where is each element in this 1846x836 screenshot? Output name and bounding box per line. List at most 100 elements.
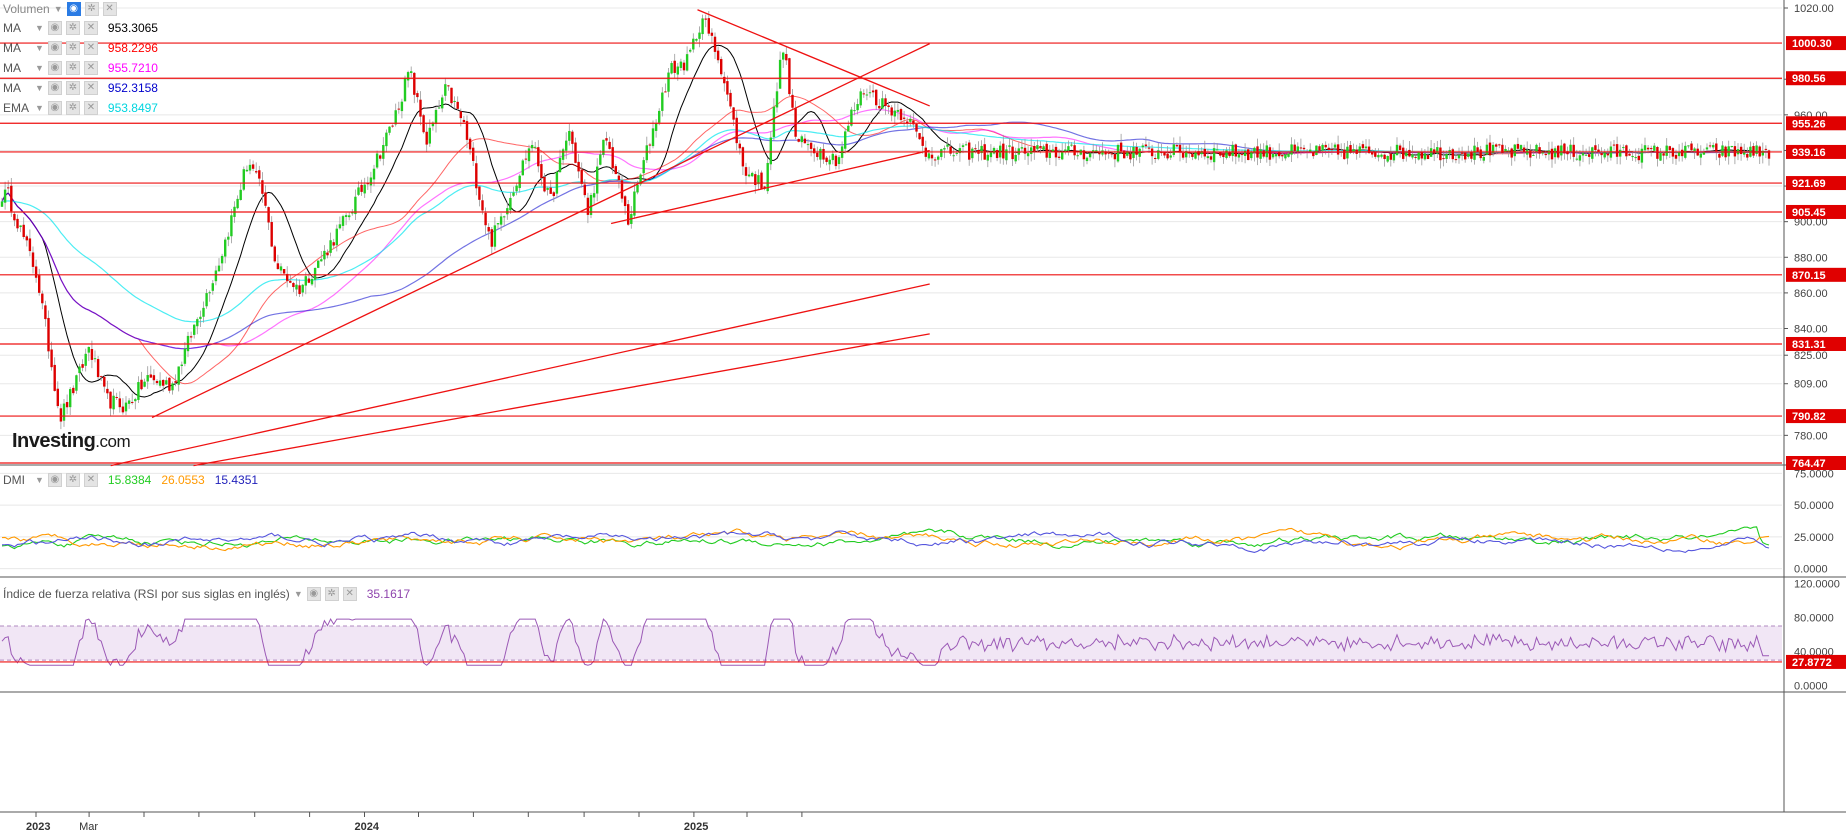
close-icon[interactable]: ✕ [83,101,98,115]
chevron-down-icon[interactable]: ▼ [35,63,44,73]
candle-body [332,242,335,246]
eye-icon[interactable]: ◉ [47,41,62,55]
candle [174,374,177,387]
candle-body [465,121,469,140]
gear-icon[interactable]: ✲ [65,41,80,55]
legend-rsi[interactable]: Índice de fuerza relativa (RSI por sus s… [3,586,410,602]
candle [326,249,329,259]
gear-icon[interactable]: ✲ [65,473,80,487]
close-icon[interactable]: ✕ [102,2,117,16]
candle [605,131,608,146]
candle-body [248,164,252,171]
candle [645,136,648,163]
candle-body [1591,147,1594,159]
close-icon[interactable]: ✕ [83,61,98,75]
candle-body [1498,144,1501,146]
candle-body [1008,145,1011,147]
legend-ema[interactable]: EMA ▼ ◉ ✲ ✕ 953.8497 [3,100,158,116]
candle-body [1321,144,1324,151]
gear-icon[interactable]: ✲ [65,81,80,95]
candle-body [1082,150,1086,160]
candle [806,139,810,151]
candle-body [459,111,462,119]
candle-body [462,119,466,123]
close-icon[interactable]: ✕ [342,587,357,601]
eye-icon[interactable]: ◉ [47,61,62,75]
legend-volume[interactable]: Volumen ▼ ◉ ✲ ✕ [3,1,117,17]
chevron-down-icon[interactable]: ▼ [35,43,44,53]
candle-body [431,122,435,127]
legend-ma4[interactable]: MA ▼ ◉ ✲ ✕ 952.3158 [3,80,158,96]
gear-icon[interactable]: ✲ [65,61,80,75]
gear-icon[interactable]: ✲ [65,21,80,35]
candle [1008,138,1011,154]
candle-body [754,174,757,186]
eye-icon[interactable]: ◉ [306,587,321,601]
candle-body [1302,147,1306,150]
candle-body [211,283,214,291]
candle [1247,147,1250,161]
candle-body [599,154,602,165]
eye-icon[interactable]: ◉ [66,2,81,16]
candle [1203,140,1206,160]
gear-icon[interactable]: ✲ [65,101,80,115]
candle-body [307,278,311,283]
close-icon[interactable]: ✕ [83,81,98,95]
candle [279,263,283,274]
chevron-down-icon[interactable]: ▼ [35,103,44,113]
candle [323,245,326,266]
candle [813,144,816,162]
close-icon[interactable]: ✕ [83,41,98,55]
candle-body [1588,154,1591,157]
candle-body [899,109,903,121]
eye-icon[interactable]: ◉ [47,101,62,115]
candle-body [726,81,729,95]
candle-body [7,187,10,189]
candle [450,87,453,106]
candle [592,185,596,204]
candle-body [1030,147,1033,154]
eye-icon[interactable]: ◉ [47,473,62,487]
close-icon[interactable]: ✕ [83,473,98,487]
candle [707,11,710,37]
chevron-down-icon[interactable]: ▼ [293,589,303,599]
candle-body [1085,157,1089,162]
candle [661,87,664,117]
candle-body [658,110,661,123]
candle [1002,134,1005,165]
dmi-tick-label: 50.0000 [1794,500,1834,512]
candle-body [1739,146,1743,155]
candle-body [298,285,301,295]
candle-body [456,101,459,109]
candle [862,89,865,98]
candle-body [472,147,475,161]
chevron-down-icon[interactable]: ▼ [35,83,44,93]
candle [1650,145,1653,157]
candle-body [1020,147,1024,149]
candle [1662,152,1665,165]
legend-ma3[interactable]: MA ▼ ◉ ✲ ✕ 955.7210 [3,60,158,76]
legend-ma1[interactable]: MA ▼ ◉ ✲ ✕ 953.3065 [3,20,158,36]
candle [304,272,307,295]
candle [1036,139,1039,153]
close-icon[interactable]: ✕ [83,21,98,35]
candle-body [506,208,509,215]
eye-icon[interactable]: ◉ [47,21,62,35]
gear-icon[interactable]: ✲ [84,2,99,16]
chevron-down-icon[interactable]: ▼ [35,23,44,33]
legend-ma2[interactable]: MA ▼ ◉ ✲ ✕ 958.2296 [3,40,158,56]
candle-body [509,197,512,211]
candle-body [96,359,100,378]
candle [208,290,211,302]
candle [1600,147,1603,164]
eye-icon[interactable]: ◉ [47,81,62,95]
gear-icon[interactable]: ✲ [324,587,339,601]
candle [205,289,208,309]
legend-dmi[interactable]: DMI ▼ ◉ ✲ ✕ 15.8384 26.0553 15.4351 [3,472,258,488]
chevron-down-icon[interactable]: ▼ [35,475,44,485]
chevron-down-icon[interactable]: ▼ [53,4,63,14]
candle [1237,149,1241,162]
candle-body [943,148,946,150]
candle-body [1476,147,1479,152]
candle [1005,145,1008,165]
